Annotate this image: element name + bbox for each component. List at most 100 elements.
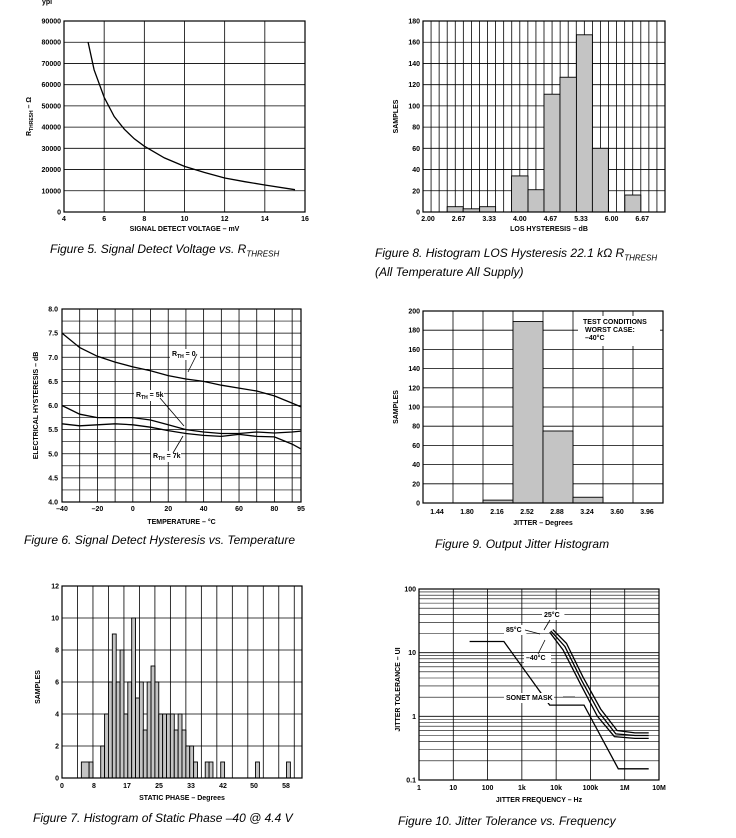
y-tick-label: 200	[408, 309, 420, 316]
y-axis-label: SAMPLES	[35, 670, 42, 704]
y-tick-label: 70000	[42, 61, 62, 68]
y-tick-label: 140	[408, 366, 420, 373]
x-tick-label: 5.33	[574, 216, 588, 223]
x-axis-label: STATIC PHASE – Degrees	[139, 795, 225, 802]
series-label-rth-5k: RTH = 5k	[136, 392, 164, 401]
histogram-bar	[108, 681, 113, 779]
plot-frame	[422, 20, 666, 213]
curve-sonet-mask	[469, 640, 649, 770]
series-label-85c: 85°C	[506, 626, 522, 634]
x-tick-label: 1.80	[460, 509, 474, 516]
curve-25c	[552, 629, 649, 734]
x-tick-label: 2.52	[520, 509, 534, 516]
x-tick-label: 40	[200, 506, 208, 513]
series-label-rth-7k: RTH = 7k	[153, 453, 181, 462]
y-tick-label: 120	[408, 385, 420, 392]
histogram-bar	[131, 617, 136, 779]
histogram-bar	[135, 697, 140, 779]
x-tick-label: 25	[155, 783, 163, 790]
histogram-bar	[572, 496, 604, 504]
series-label-background	[524, 653, 551, 663]
y-tick-label: 20	[412, 481, 420, 488]
y-tick-label: 140	[408, 61, 420, 68]
x-tick-label: 16	[301, 216, 309, 223]
y-tick-label: 10000	[42, 188, 62, 195]
histogram-bar	[173, 729, 179, 779]
plot-frame	[61, 585, 303, 779]
histogram-bar	[104, 713, 109, 779]
x-tick-label: 2.67	[452, 216, 466, 223]
y-tick-label: 180	[408, 328, 420, 335]
figure-10-caption: Figure 10. Jitter Tolerance vs. Frequenc…	[398, 814, 616, 828]
series-label-background	[504, 693, 554, 703]
plot-frame	[422, 310, 664, 504]
y-tick-label: 40000	[42, 125, 62, 132]
label-leader-line	[159, 397, 185, 427]
y-tick-label: 0	[57, 210, 61, 217]
x-tick-label: 4.67	[544, 216, 558, 223]
y-tick-label: 6.5	[48, 379, 58, 386]
histogram-bar	[127, 681, 133, 779]
figure-9-caption: Figure 9. Output Jitter Histogram	[435, 537, 610, 551]
histogram-bar	[150, 665, 156, 779]
histogram-bar	[181, 729, 187, 779]
x-tick-label: 4.00	[513, 216, 527, 223]
histogram-bar	[162, 713, 167, 779]
y-axis-label: JITTER TOLERANCE – UI	[395, 647, 402, 731]
curve-rthresh	[87, 42, 296, 191]
histogram-bar	[185, 745, 191, 779]
x-tick-label: 8	[92, 783, 96, 790]
figure-8-caption: Figure 8. Histogram LOS Hysteresis 22.1 …	[375, 246, 658, 280]
x-tick-label: 2.88	[550, 509, 564, 516]
figure-5-chart: 4 6 8 10 12 14 16 0 10000 20000 30000 40000 50000 600…	[26, 19, 309, 234]
histogram-bar	[527, 189, 545, 213]
y-tick-label: 0	[55, 776, 59, 783]
series-label-background	[504, 625, 527, 635]
histogram-bar	[169, 713, 175, 779]
label-leader-line	[543, 619, 551, 631]
x-tick-label: 2.16	[490, 509, 504, 516]
y-tick-label: 1	[412, 714, 416, 721]
y-tick-label: 180	[408, 19, 420, 26]
x-axis-label: LOS HYSTERESIS – dB	[510, 226, 588, 233]
x-tick-label: 80	[271, 506, 279, 513]
y-tick-label: 7.5	[48, 331, 58, 338]
annotation-text: WORST CASE:	[585, 327, 635, 334]
x-tick-label: –40	[56, 506, 68, 513]
histogram-bar	[479, 206, 497, 213]
histogram-bar	[119, 649, 125, 779]
curve-rth-5k	[61, 404, 302, 435]
y-axis-label: SAMPLES	[393, 99, 400, 133]
x-tick-label: 6.00	[605, 216, 619, 223]
histogram-bar	[80, 761, 90, 779]
x-tick-label: –20	[92, 506, 104, 513]
y-tick-label: 8.0	[48, 307, 58, 314]
histogram-bar	[220, 761, 226, 779]
plot-frame	[63, 20, 306, 213]
histogram-bar	[575, 34, 593, 213]
label-leader-line	[537, 639, 546, 655]
figure-5-caption: Figure 5. Signal Detect Voltage vs. RTHR…	[50, 242, 280, 259]
x-tick-label: 10	[181, 216, 189, 223]
histogram-bar	[446, 206, 464, 213]
histogram-bar	[115, 681, 121, 779]
x-tick-label: 100	[482, 785, 494, 792]
x-tick-label: 0	[60, 783, 64, 790]
histogram-bar	[286, 761, 291, 779]
histogram-bar	[189, 745, 195, 779]
y-tick-label: 4.0	[48, 500, 58, 507]
x-tick-label: 60	[235, 506, 243, 513]
x-tick-label: 3.33	[482, 216, 496, 223]
y-tick-label: 40	[412, 462, 420, 469]
y-tick-label: 6.0	[48, 403, 58, 410]
y-tick-label: 2	[55, 744, 59, 751]
x-tick-label: 14	[261, 216, 269, 223]
x-tick-label: 10M	[652, 785, 666, 792]
x-tick-label: 42	[219, 783, 227, 790]
x-tick-label: 1	[417, 785, 421, 792]
series-label-background	[151, 451, 181, 462]
label-leader-line	[524, 629, 541, 635]
histogram-bar	[624, 194, 642, 213]
